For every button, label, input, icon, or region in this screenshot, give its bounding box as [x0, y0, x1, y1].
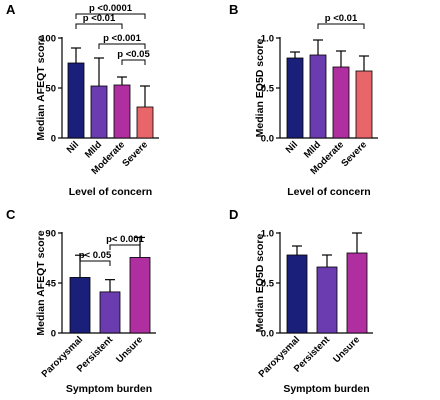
bar-c-1: [99, 291, 121, 334]
y-tick-label-d-2: 1.0: [261, 229, 274, 240]
y-tick-label-d-1: 0.5: [261, 279, 275, 290]
bar-b-1: [309, 54, 327, 139]
panel-letter-b: B: [229, 2, 238, 17]
significance-label-b-0: p <0.01: [325, 13, 358, 24]
bar-a-3: [136, 106, 154, 139]
x-axis-title-a: Level of concern: [69, 186, 152, 198]
y-tick-label-b-2: 1.0: [261, 34, 274, 45]
y-tick-label-a-1: 50: [45, 84, 56, 95]
x-axis-title-b: Level of concern: [287, 186, 370, 198]
significance-bracket-a-2: [98, 43, 146, 49]
y-tick-label-c-1: 45: [45, 279, 56, 290]
significance-bracket-a-0: [75, 13, 146, 19]
y-tick-label-b-0: 0.0: [261, 134, 274, 145]
significance-bracket-a-3: [121, 59, 146, 65]
y-axis-title-c: Median AFEQT score: [35, 230, 47, 335]
significance-bracket-c-1: [79, 260, 111, 266]
panel-letter-a: A: [6, 2, 16, 17]
x-tick-label-d-0: Paroxysmal: [257, 334, 302, 379]
bar-b-2: [332, 66, 350, 139]
x-tick-label-a-3: Severe: [120, 139, 150, 169]
y-axis-title-d: Median EQ5D score: [254, 234, 266, 333]
significance-bracket-a-1: [75, 23, 123, 29]
significance-bracket-b-0: [317, 23, 365, 29]
panel-letter-d: D: [229, 207, 238, 222]
panel-letter-c: C: [6, 207, 16, 222]
significance-label-a-3: p <0.05: [117, 49, 150, 60]
x-axis-title-c: Symptom burden: [66, 383, 152, 395]
significance-label-c-0: p< 0.001: [106, 234, 144, 245]
bar-d-2: [346, 252, 368, 334]
bar-d-0: [286, 254, 308, 334]
x-tick-label-b-0: Nil: [284, 139, 300, 155]
bar-a-1: [90, 85, 108, 139]
y-tick-label-c-2: 90: [45, 229, 56, 240]
y-tick-label-b-1: 0.5: [261, 84, 275, 95]
significance-label-a-0: p <0.0001: [89, 3, 133, 14]
bar-c-0: [69, 277, 91, 334]
bar-a-2: [113, 84, 131, 139]
x-tick-label-b-3: Severe: [339, 139, 369, 169]
significance-label-a-2: p <0.001: [103, 33, 141, 44]
bar-d-1: [316, 266, 338, 334]
x-tick-label-a-0: Nil: [65, 139, 81, 155]
x-tick-label-c-0: Paroxysmal: [40, 334, 85, 379]
y-tick-label-c-0: 0: [51, 329, 56, 340]
bar-b-0: [286, 57, 304, 139]
y-axis-title-b: Median EQ5D score: [254, 39, 266, 138]
significance-bracket-c-0: [109, 244, 141, 250]
significance-label-c-1: p< 0.05: [79, 250, 112, 261]
y-tick-label-a-2: 100: [40, 34, 56, 45]
bar-b-3: [355, 70, 373, 139]
y-axis-title-a: Median AFEQT score: [35, 35, 47, 140]
significance-label-a-1: p <0.01: [83, 13, 116, 24]
bar-a-0: [67, 62, 85, 139]
x-tick-label-c-2: Unsure: [114, 334, 145, 365]
x-tick-label-d-2: Unsure: [331, 334, 362, 365]
x-axis-title-d: Symptom burden: [283, 383, 369, 395]
bar-c-2: [129, 257, 151, 334]
y-tick-label-a-0: 0: [51, 134, 56, 145]
y-tick-label-d-0: 0.0: [261, 329, 274, 340]
